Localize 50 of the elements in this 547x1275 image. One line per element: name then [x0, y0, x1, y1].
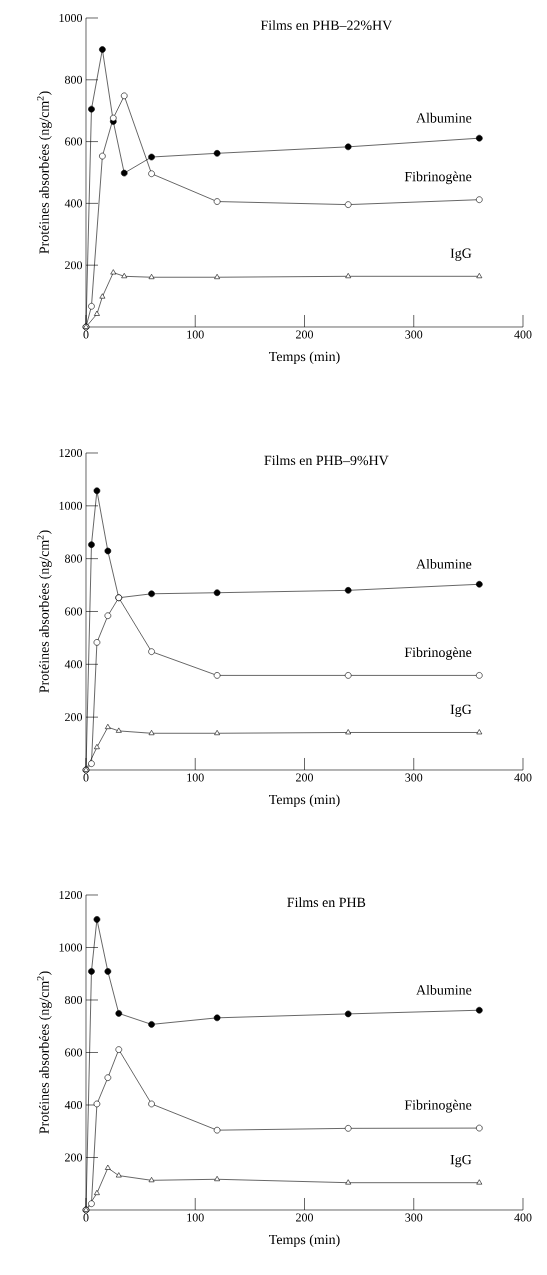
y-tick-label: 1000 — [59, 501, 83, 510]
y-tick-label: 800 — [65, 554, 83, 563]
x-axis-title: Temps (min) — [269, 1234, 340, 1248]
y-tick-label: 600 — [65, 607, 83, 616]
x-tick-label: 100 — [187, 330, 204, 339]
x-tick-label: 100 — [187, 1213, 204, 1222]
x-axis-title: Temps (min) — [269, 794, 340, 808]
y-axis-title: Protéines absorbées (ng/cm$^{2}$) — [37, 91, 52, 254]
chart-title: Films en PHB–9%HV — [264, 455, 389, 466]
x-tick-label: 300 — [405, 330, 423, 339]
y-tick-label: 1200 — [59, 448, 83, 458]
y-tick-label: 200 — [65, 1153, 83, 1162]
y-tick-label: 400 — [64, 660, 83, 669]
x-axis-title: Temps (min) — [269, 351, 340, 365]
series-label: IgG — [450, 704, 472, 717]
y-axis-title: Protéines absorbées (ng/cm$^{2}$) — [37, 971, 52, 1134]
y-tick-label: 1000 — [59, 943, 83, 952]
series-label: Fibrinogène — [404, 647, 472, 660]
series-label: Fibrinogène — [404, 171, 472, 185]
series-label: Albumine — [416, 112, 472, 123]
series-label: Fibrinogène — [404, 1099, 472, 1113]
y-tick-label: 200 — [65, 261, 83, 270]
x-tick-label: 100 — [187, 773, 204, 782]
x-tick-label: 200 — [296, 773, 313, 782]
series-label: IgG — [450, 1154, 472, 1168]
y-tick-label: 600 — [65, 1048, 83, 1057]
x-tick-label: 400 — [514, 330, 532, 339]
x-tick-label: 200 — [296, 1213, 313, 1222]
y-axis-title: Protéines absorbées (ng/cm$^{2}$) — [37, 530, 52, 693]
y-tick-label: 1000 — [59, 13, 83, 23]
series-label: Albumine — [416, 558, 472, 569]
x-tick-label: 400 — [514, 1213, 532, 1222]
x-tick-label: 0 — [83, 330, 89, 339]
x-tick-label: 300 — [405, 773, 423, 782]
series-label: IgG — [450, 248, 472, 261]
y-tick-label: 400 — [64, 199, 83, 208]
y-tick-label: 1200 — [59, 890, 83, 900]
y-tick-label: 400 — [64, 1100, 83, 1110]
y-tick-label: 200 — [65, 713, 83, 722]
y-tick-label: 800 — [65, 75, 83, 84]
x-tick-label: 200 — [296, 330, 313, 339]
chart-title: Films en PHB–22%HV — [260, 20, 393, 31]
x-tick-label: 300 — [405, 1213, 423, 1222]
x-tick-label: 400 — [514, 773, 532, 782]
chart-title: Films en PHB — [287, 897, 366, 908]
y-tick-label: 600 — [65, 137, 83, 146]
x-tick-label: 0 — [83, 773, 89, 782]
series-label: Albumine — [416, 984, 472, 995]
y-tick-label: 800 — [65, 995, 83, 1005]
x-tick-label: 0 — [83, 1213, 89, 1222]
